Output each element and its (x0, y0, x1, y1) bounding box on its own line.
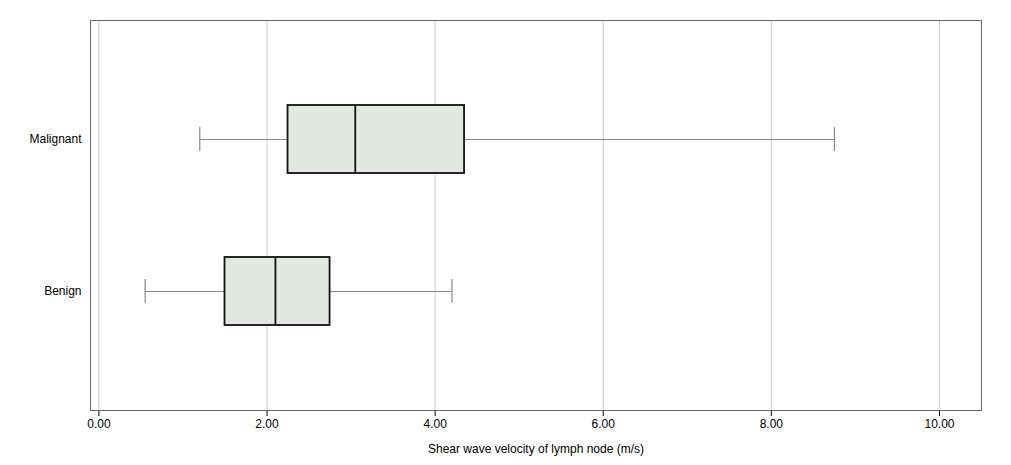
svg-text:0.00: 0.00 (87, 417, 111, 431)
svg-text:Shear wave velocity of lymph n: Shear wave velocity of lymph node (m/s) (428, 442, 644, 456)
svg-text:Benign: Benign (44, 284, 81, 298)
svg-text:6.00: 6.00 (592, 417, 616, 431)
svg-text:8.00: 8.00 (760, 417, 784, 431)
svg-text:10.00: 10.00 (924, 417, 954, 431)
svg-text:4.00: 4.00 (423, 417, 447, 431)
svg-text:Malignant: Malignant (29, 132, 82, 146)
svg-text:2.00: 2.00 (255, 417, 279, 431)
